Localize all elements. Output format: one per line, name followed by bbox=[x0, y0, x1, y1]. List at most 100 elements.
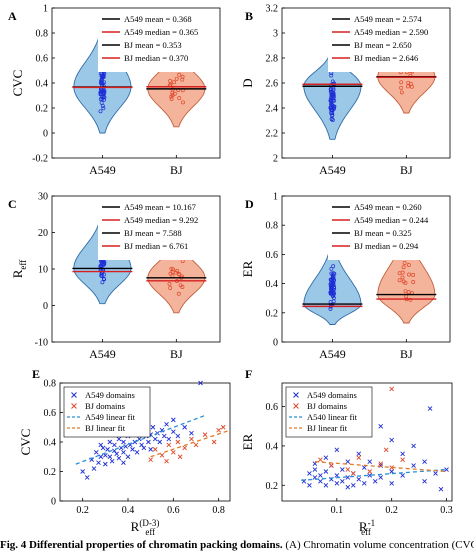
panel-c-ytick-label: 10 bbox=[38, 265, 48, 276]
panel-f-xlabel: R-1 eff bbox=[359, 518, 375, 537]
panel-e-ytick-label: 0.4 bbox=[44, 438, 57, 449]
panel-f-legend-label: A549 domains bbox=[307, 390, 357, 400]
panel-f-point-bj bbox=[383, 447, 389, 453]
panel-a-point-bj bbox=[172, 80, 176, 85]
panel-d-point-a549 bbox=[329, 266, 334, 271]
panel-f-point-a549 bbox=[340, 479, 345, 484]
panel-f-point-bj bbox=[389, 386, 394, 392]
panel-e-point-a549 bbox=[112, 442, 117, 448]
panel-e-point-a549 bbox=[175, 433, 181, 439]
panel-a-ytick-label: -0.2 bbox=[32, 154, 48, 165]
panel-b-point-a549 bbox=[330, 118, 335, 122]
panel-f-point-a549 bbox=[356, 477, 362, 482]
panel-e-ytick-label: 0.6 bbox=[44, 408, 57, 419]
panel-e-point-a549 bbox=[150, 424, 156, 430]
panel-f-point-a549 bbox=[361, 480, 367, 486]
panel-a-point-bj bbox=[177, 96, 182, 101]
panel-e-point-a549 bbox=[84, 475, 90, 480]
panel-b-ytick-label: 2.8 bbox=[266, 54, 279, 65]
panel-a-point-a549 bbox=[100, 89, 105, 94]
panel-e-point-a549 bbox=[116, 436, 122, 442]
panel-e-ytick-label: 0 bbox=[51, 497, 56, 508]
panel-f-fit-bj bbox=[314, 461, 447, 473]
panel-f-point-a549 bbox=[334, 473, 340, 478]
panel-a-point-bj bbox=[174, 76, 179, 81]
panel-f-ylabel: ER bbox=[240, 433, 255, 450]
panel-b-ytick-label: 2 bbox=[273, 154, 278, 165]
panel-f-point-a549 bbox=[400, 473, 405, 478]
panel-d-point-bj bbox=[397, 278, 402, 283]
panel-e-point-a549 bbox=[121, 450, 126, 455]
panel-e-point-a549 bbox=[93, 450, 99, 455]
panel-e-point-a549 bbox=[182, 424, 187, 430]
panel-d-point-bj bbox=[411, 273, 416, 277]
panel-e-point-bj bbox=[193, 442, 199, 448]
panel-c-ytick-label: 0 bbox=[43, 301, 48, 312]
panel-e-point-bj bbox=[211, 439, 217, 445]
panel-e-xtick-label: 0.2 bbox=[76, 505, 89, 516]
panel-e-point-a549 bbox=[100, 445, 106, 451]
panel-b-point-a549 bbox=[331, 96, 336, 101]
panel-f-xtick-label: 0.2 bbox=[385, 505, 398, 516]
panel-d-point-bj bbox=[403, 289, 408, 294]
panel-d-legend-box bbox=[328, 202, 446, 260]
panel-c-point-bj bbox=[175, 268, 180, 273]
panel-f-legend-label: BJ linear fit bbox=[307, 423, 348, 433]
panel-c-legend-label: BJ mean = 7.588 bbox=[124, 228, 182, 238]
panel-f-point-a549 bbox=[411, 463, 416, 468]
panel-d-point-bj bbox=[400, 270, 405, 275]
panel-f-point-a549 bbox=[367, 459, 373, 464]
panel-e-point-a549 bbox=[96, 460, 101, 465]
panel-e-xtick-label: 0.8 bbox=[212, 505, 225, 516]
panel-b-legend-label: A549 median = 2.590 bbox=[354, 27, 428, 37]
panel-a-point-a549 bbox=[100, 103, 105, 108]
panel-d-point-bj bbox=[407, 272, 412, 277]
panel-a-point-a549 bbox=[101, 106, 106, 111]
panel-b-point-a549 bbox=[331, 91, 336, 96]
panel-f-point-bj bbox=[389, 465, 394, 470]
panel-f-point-bj bbox=[400, 457, 405, 463]
panel-b-letter: B bbox=[245, 9, 253, 23]
panel-f-point-a549 bbox=[334, 480, 340, 486]
panel-f-point-a549 bbox=[361, 465, 367, 470]
panel-e-point-a549 bbox=[139, 442, 144, 448]
panel-d-ytick-label: 0.2 bbox=[266, 308, 279, 319]
panel-c-ytick-label: 20 bbox=[38, 228, 48, 239]
panel-e-point-bj bbox=[216, 427, 221, 433]
panel-d-ytick-label: 0.4 bbox=[266, 279, 279, 290]
panel-e-point-bj bbox=[166, 442, 172, 448]
panel-e-point-a549 bbox=[134, 450, 140, 455]
panel-f-point-a549 bbox=[350, 482, 356, 488]
caption-bold: Fig. 4 Differential properties of chroma… bbox=[0, 539, 283, 551]
panel-e-legend-label: A549 linear fit bbox=[85, 412, 136, 422]
panel-e-point-bj bbox=[148, 457, 153, 463]
panel-f-legend-box bbox=[285, 386, 373, 438]
panel-f-point-a549 bbox=[318, 473, 323, 478]
panel-b-point-a549 bbox=[329, 102, 334, 106]
panel-f-point-a549 bbox=[307, 471, 312, 476]
panel-a-legend-box bbox=[98, 14, 216, 72]
panel-e-legend-label: A549 domains bbox=[85, 390, 135, 400]
panel-a-point-bj bbox=[169, 96, 174, 101]
panel-f-point-bj bbox=[356, 455, 362, 461]
panel-e-point-a549 bbox=[114, 451, 119, 457]
panel-d-ytick-label: 0.6 bbox=[266, 250, 279, 261]
panel-d-point-a549 bbox=[329, 286, 334, 291]
panel-a-letter: A bbox=[8, 9, 17, 23]
panel-a-point-a549 bbox=[102, 95, 107, 100]
panel-f-xtick-label: 0.1 bbox=[331, 505, 344, 516]
panel-d-point-a549 bbox=[332, 286, 337, 291]
panel-f-point-a549 bbox=[433, 471, 438, 476]
panel-a-point-bj bbox=[180, 77, 185, 82]
panel-e-point-bj bbox=[171, 450, 176, 455]
panel-e-point-a549 bbox=[166, 436, 172, 442]
panel-e-point-bj bbox=[182, 445, 187, 451]
panel-a-legend-label: BJ mean = 0.353 bbox=[124, 40, 182, 50]
panel-a-legend-label: BJ median = 0.370 bbox=[124, 53, 188, 63]
panel-b-ytick-label: 3 bbox=[273, 29, 278, 40]
panel-e-legend-box bbox=[63, 386, 151, 438]
panel-d-xtick-label: A549 bbox=[319, 347, 346, 361]
panel-e-point-bj bbox=[202, 432, 208, 437]
panel-a-ytick-label: 0.4 bbox=[36, 79, 49, 90]
